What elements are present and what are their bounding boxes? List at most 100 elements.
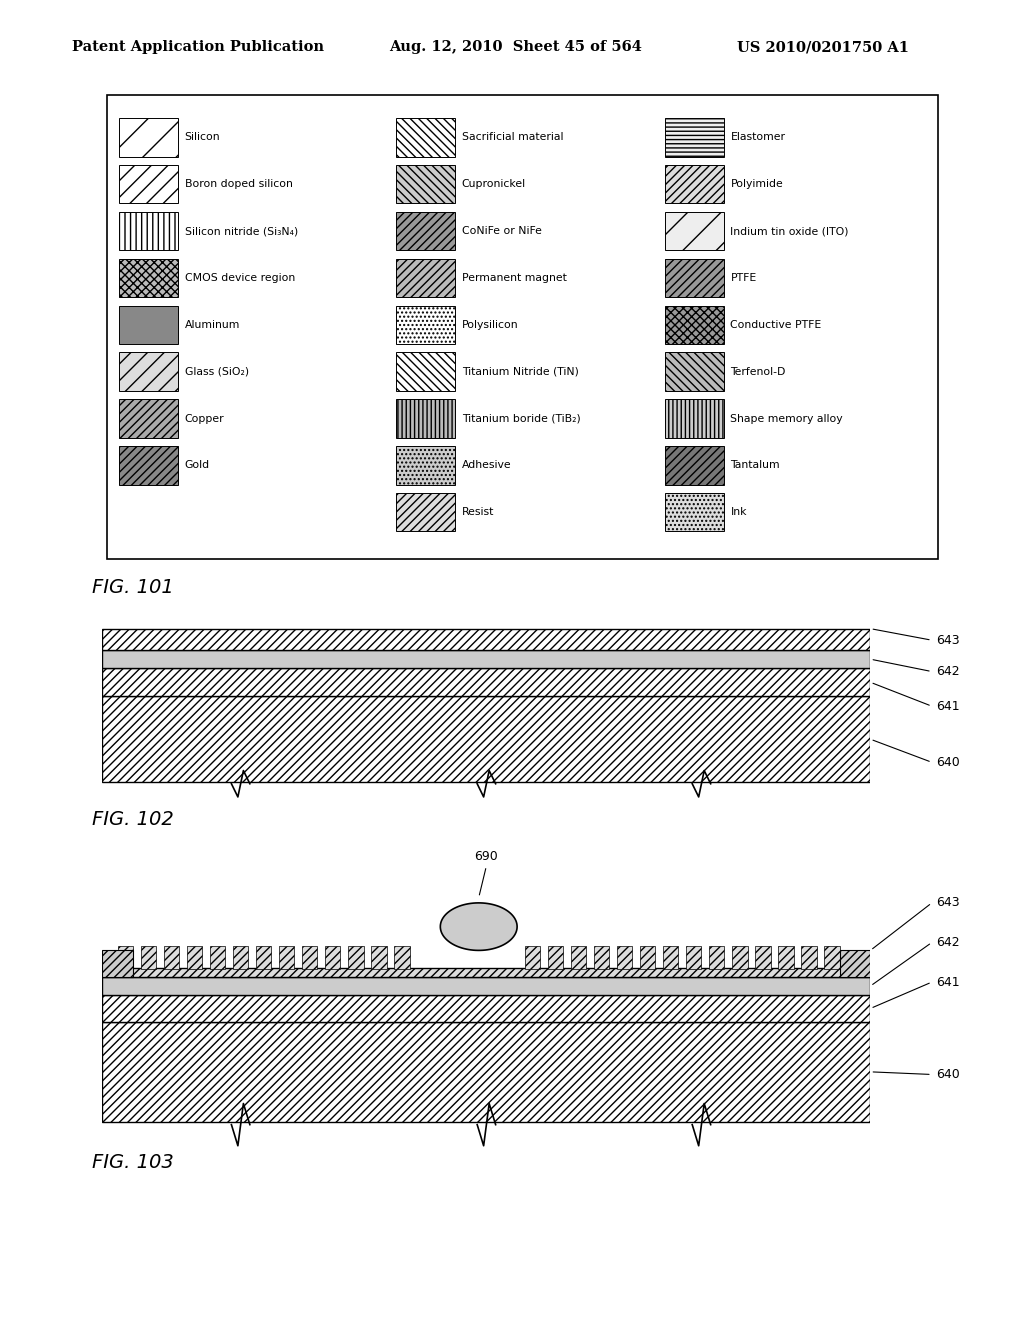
Bar (233, 946, 248, 969)
Bar (801, 946, 817, 969)
Polygon shape (440, 903, 517, 950)
Bar (326, 946, 340, 969)
Bar (709, 946, 725, 969)
Text: Polysilicon: Polysilicon (462, 319, 518, 330)
Text: 640: 640 (936, 756, 959, 768)
Bar (102, 950, 133, 977)
Text: 690: 690 (474, 850, 499, 863)
Bar (102, 628, 870, 651)
Bar (141, 946, 157, 969)
Bar (102, 995, 870, 1022)
Bar (665, 259, 724, 297)
Bar (118, 946, 133, 969)
Text: CoNiFe or NiFe: CoNiFe or NiFe (462, 226, 542, 236)
Bar (186, 946, 203, 969)
Bar (840, 950, 870, 977)
Bar (665, 213, 724, 251)
Bar (119, 400, 178, 438)
Text: Shape memory alloy: Shape memory alloy (730, 413, 843, 424)
Bar (119, 213, 178, 251)
Text: Aug. 12, 2010  Sheet 45 of 564: Aug. 12, 2010 Sheet 45 of 564 (389, 40, 642, 54)
Bar (665, 494, 724, 532)
Bar (396, 213, 455, 251)
Bar (396, 446, 455, 484)
Text: 641: 641 (936, 700, 959, 713)
Text: Ink: Ink (730, 507, 746, 517)
Bar (119, 165, 178, 203)
Text: FIG. 103: FIG. 103 (92, 1154, 174, 1172)
Text: Conductive PTFE: Conductive PTFE (730, 319, 821, 330)
Text: US 2010/0201750 A1: US 2010/0201750 A1 (737, 40, 909, 54)
Text: 642: 642 (936, 936, 959, 949)
Bar (778, 946, 794, 969)
Text: Boron doped silicon: Boron doped silicon (184, 180, 293, 189)
Bar (119, 306, 178, 345)
Bar (348, 946, 364, 969)
Text: Terfenol-D: Terfenol-D (730, 367, 785, 376)
Bar (396, 259, 455, 297)
Text: Patent Application Publication: Patent Application Publication (72, 40, 324, 54)
Bar (665, 306, 724, 345)
Text: Silicon: Silicon (184, 132, 220, 143)
Bar (256, 946, 271, 969)
Bar (665, 165, 724, 203)
Text: Aluminum: Aluminum (184, 319, 240, 330)
Bar (756, 946, 771, 969)
Text: Copper: Copper (184, 413, 224, 424)
Bar (686, 946, 701, 969)
Bar (102, 977, 870, 995)
Text: 642: 642 (936, 665, 959, 678)
Bar (616, 946, 633, 969)
Bar (371, 946, 386, 969)
Text: 641: 641 (936, 975, 959, 989)
Bar (102, 968, 870, 977)
Text: Adhesive: Adhesive (462, 461, 511, 470)
Bar (732, 946, 748, 969)
Bar (594, 946, 609, 969)
Text: Indium tin oxide (ITO): Indium tin oxide (ITO) (730, 226, 849, 236)
Bar (664, 946, 678, 969)
Bar (396, 306, 455, 345)
Text: Silicon nitride (Si₃N₄): Silicon nitride (Si₃N₄) (184, 226, 298, 236)
Text: Elastomer: Elastomer (730, 132, 785, 143)
Bar (119, 352, 178, 391)
Text: Polyimide: Polyimide (730, 180, 783, 189)
Bar (210, 946, 225, 969)
Text: Sacrificial material: Sacrificial material (462, 132, 563, 143)
Bar (824, 946, 840, 969)
Text: CMOS device region: CMOS device region (184, 273, 295, 282)
Bar (665, 400, 724, 438)
Bar (164, 946, 179, 969)
Bar (396, 494, 455, 532)
Text: Cupronickel: Cupronickel (462, 180, 526, 189)
Text: 640: 640 (936, 1068, 959, 1081)
Bar (119, 446, 178, 484)
Text: Glass (SiO₂): Glass (SiO₂) (184, 367, 249, 376)
Text: 643: 643 (936, 634, 959, 647)
Bar (102, 651, 870, 668)
Bar (119, 119, 178, 157)
Bar (102, 668, 870, 697)
Bar (396, 119, 455, 157)
Bar (396, 352, 455, 391)
Bar (302, 946, 317, 969)
Bar (102, 1022, 870, 1122)
Bar (665, 352, 724, 391)
Bar (640, 946, 655, 969)
Bar (394, 946, 410, 969)
Bar (665, 119, 724, 157)
Bar (525, 946, 541, 969)
Text: Tantalum: Tantalum (730, 461, 780, 470)
Bar (571, 946, 587, 969)
Bar (396, 400, 455, 438)
Bar (102, 697, 870, 781)
Text: Resist: Resist (462, 507, 495, 517)
Text: 643: 643 (936, 896, 959, 909)
Bar (665, 446, 724, 484)
Bar (119, 259, 178, 297)
Text: Permanent magnet: Permanent magnet (462, 273, 566, 282)
Text: FIG. 101: FIG. 101 (92, 578, 174, 597)
Text: PTFE: PTFE (730, 273, 757, 282)
Text: Gold: Gold (184, 461, 210, 470)
Text: Titanium Nitride (TiN): Titanium Nitride (TiN) (462, 367, 579, 376)
